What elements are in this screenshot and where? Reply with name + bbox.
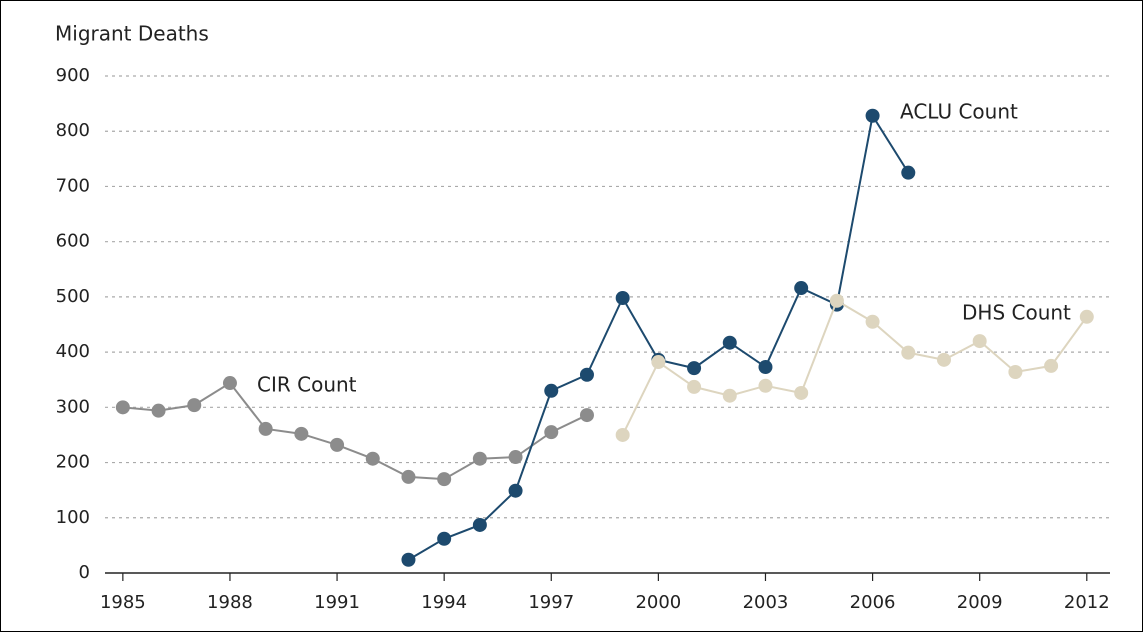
y-tick-label: 0 <box>79 562 90 583</box>
series-line <box>407 113 910 561</box>
data-point <box>865 108 880 123</box>
data-point <box>901 165 916 180</box>
x-tick-label: 1997 <box>528 592 574 613</box>
data-point <box>544 425 559 440</box>
data-point <box>437 472 452 487</box>
data-point <box>687 361 702 376</box>
series-label: ACLU Count <box>900 100 1018 124</box>
data-point <box>615 427 630 442</box>
data-point <box>758 360 773 375</box>
data-point <box>187 398 202 413</box>
data-point <box>972 334 987 349</box>
data-point <box>258 421 273 436</box>
data-point <box>794 385 809 400</box>
data-point <box>508 483 523 498</box>
y-tick-label: 100 <box>56 507 90 528</box>
series-line <box>122 381 588 481</box>
y-tick-label: 700 <box>56 175 90 196</box>
x-tick-label: 2000 <box>635 592 681 613</box>
data-point <box>579 408 594 423</box>
y-tick-label: 400 <box>56 341 90 362</box>
data-point <box>579 367 594 382</box>
y-tick-label: 300 <box>56 396 90 417</box>
data-point <box>437 531 452 546</box>
data-point <box>222 376 237 391</box>
data-point <box>615 290 630 305</box>
data-point <box>1044 358 1059 373</box>
data-point <box>1079 309 1094 324</box>
data-point <box>472 451 487 466</box>
y-tick-label: 500 <box>56 286 90 307</box>
x-tick-label: 2003 <box>743 592 789 613</box>
x-tick-label: 1994 <box>421 592 467 613</box>
x-tick-label: 1991 <box>314 592 360 613</box>
data-point <box>330 437 345 452</box>
y-tick-label: 900 <box>56 65 90 86</box>
data-point <box>151 403 166 418</box>
data-point <box>865 314 880 329</box>
data-point <box>722 335 737 350</box>
data-point <box>294 426 309 441</box>
data-point <box>544 383 559 398</box>
data-point <box>115 400 130 415</box>
data-point <box>687 379 702 394</box>
data-point <box>936 352 951 367</box>
y-tick-label: 800 <box>56 120 90 141</box>
data-point <box>365 451 380 466</box>
data-point <box>794 281 809 296</box>
series-label: DHS Count <box>962 301 1071 325</box>
x-tick-label: 2009 <box>957 592 1003 613</box>
data-point <box>829 293 844 308</box>
y-tick-label: 600 <box>56 231 90 252</box>
data-point <box>1008 364 1023 379</box>
x-tick-label: 1988 <box>207 592 253 613</box>
data-point <box>651 355 666 370</box>
data-point <box>401 469 416 484</box>
series-label: CIR Count <box>257 373 357 397</box>
data-point <box>401 552 416 567</box>
y-tick-label: 200 <box>56 452 90 473</box>
data-point <box>508 450 523 465</box>
x-tick-label: 2012 <box>1064 592 1110 613</box>
data-point <box>722 388 737 403</box>
x-tick-label: 1985 <box>100 592 146 613</box>
x-tick-label: 2006 <box>850 592 896 613</box>
data-point <box>472 517 487 532</box>
y-axis-label: Migrant Deaths <box>55 22 209 46</box>
data-point <box>901 345 916 360</box>
data-point <box>758 378 773 393</box>
